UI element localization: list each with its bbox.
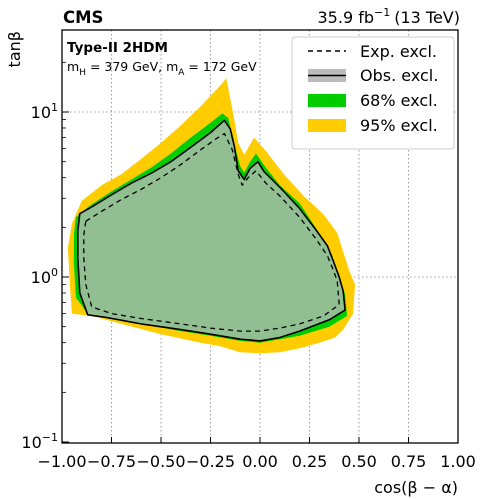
experiment-label: CMS [63,8,103,27]
legend-95-label: 95% excl. [360,116,438,135]
x-tick-label: 1.00 [440,452,476,471]
axis-ticks: −1.00 −0.75 −0.50 −0.25 0.00 0.25 0.50 0.75 1.00… [21,61,476,471]
x-tick-label: 0.75 [391,452,427,471]
y-axis-label: tanβ [5,31,24,67]
legend: Exp. excl. Obs. excl. 68% excl. 95% excl… [291,36,455,150]
x-tick-label: −0.75 [87,452,136,471]
model-label: Type-II 2HDM [67,40,168,56]
observed-contour-line [77,119,346,342]
x-tick-label: 0.25 [292,452,328,471]
legend-exp-label: Exp. excl. [360,42,437,61]
legend-95-swatch [308,119,346,132]
x-tick-label: 0.00 [242,452,278,471]
observed-excluded-area [77,120,346,341]
y-tick-label: 100 [31,266,58,287]
y-tick-label: 101 [31,101,58,122]
luminosity-label: 35.9 fb−1 (13 TeV) [318,6,461,27]
legend-obs-label: Obs. excl. [360,66,438,85]
y-tick-label: 10−1 [21,431,58,452]
legend-68-label: 68% excl. [360,91,438,110]
exclusion-regions [67,78,356,354]
x-tick-label: −0.50 [136,452,185,471]
x-tick-label: 0.50 [341,452,377,471]
x-tick-label: −1.00 [37,452,86,471]
x-tick-label: −0.25 [186,452,235,471]
legend-68-swatch [308,94,346,107]
x-axis-label: cos(β − α) [374,478,458,497]
mass-point-label: mH = 379 GeV, mA = 172 GeV [67,59,257,78]
